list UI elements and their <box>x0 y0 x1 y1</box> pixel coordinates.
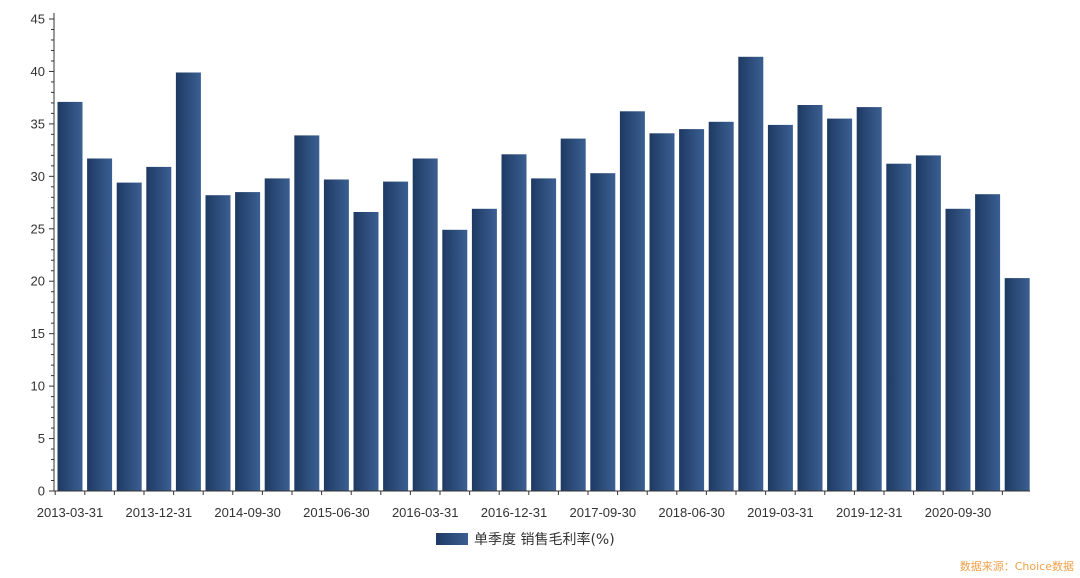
x-tick-label: 2016-03-31 <box>392 505 459 520</box>
bar-2015-06-30 <box>323 179 349 491</box>
x-tick-label: 2019-03-31 <box>747 505 814 520</box>
bar-2018-09-30 <box>708 121 734 492</box>
y-tick-label: 40 <box>31 64 45 79</box>
y-tick-label: 25 <box>31 221 45 236</box>
bar-2018-06-30 <box>679 129 705 491</box>
x-tick-label: 2016-12-31 <box>481 505 548 520</box>
bar-2019-06-30 <box>797 105 823 491</box>
bar-2018-03-31 <box>649 133 675 492</box>
x-tick-label: 2013-12-31 <box>126 505 193 520</box>
source-note: 数据来源：Choice数据 <box>959 560 1074 573</box>
x-tick-label: 2015-06-30 <box>303 505 370 520</box>
bar-2017-09-30 <box>590 173 616 491</box>
legend-label: 单季度 销售毛利率(%) <box>474 532 615 548</box>
y-tick-label: 35 <box>31 116 45 131</box>
bar-2018-12-31 <box>738 56 764 492</box>
y-tick-label: 45 <box>31 12 45 27</box>
bar-2020-09-30 <box>945 208 971 492</box>
y-tick-label: 5 <box>38 431 45 446</box>
bar-2014-09-30 <box>235 192 261 491</box>
bar-2016-12-31 <box>501 154 527 492</box>
bar-2017-06-30 <box>560 138 586 491</box>
y-tick-label: 0 <box>38 484 45 499</box>
bar-2013-03-31 <box>57 101 83 492</box>
y-tick-label: 10 <box>31 379 45 394</box>
bar-2015-12-31 <box>383 181 409 491</box>
bar-2020-06-30 <box>915 155 941 491</box>
bar-2021-03-31 <box>1004 278 1030 491</box>
y-tick-label: 15 <box>31 326 45 341</box>
bar-2013-12-31 <box>146 166 172 491</box>
bar-2019-03-31 <box>767 124 793 492</box>
bar-2014-12-31 <box>264 178 290 491</box>
bar-2014-03-31 <box>175 72 201 491</box>
x-tick-label: 2020-09-30 <box>925 505 992 520</box>
bar-2015-09-30 <box>353 212 379 491</box>
x-tick-label: 2014-09-30 <box>214 505 281 520</box>
x-tick-label: 2018-06-30 <box>658 505 725 520</box>
bar-2016-09-30 <box>471 208 497 492</box>
bar-2013-09-30 <box>116 182 142 491</box>
legend-swatch <box>436 533 468 545</box>
bar-2017-12-31 <box>619 111 645 492</box>
y-tick-label: 30 <box>31 169 45 184</box>
bar-2014-06-30 <box>205 195 231 491</box>
x-tick-label: 2019-12-31 <box>836 505 903 520</box>
y-tick-label: 20 <box>31 274 45 289</box>
bar-2013-06-30 <box>87 158 113 491</box>
x-tick-label: 2013-03-31 <box>37 505 104 520</box>
bar-2015-03-31 <box>294 135 320 491</box>
bar-2016-06-30 <box>442 229 468 492</box>
x-tick-label: 2017-09-30 <box>570 505 637 520</box>
bar-2017-03-31 <box>531 178 557 491</box>
bar-2020-12-31 <box>975 194 1001 491</box>
bar-2019-12-31 <box>856 107 882 491</box>
bar-2019-09-30 <box>827 118 853 491</box>
bar-2020-03-31 <box>886 163 912 491</box>
bar-2016-03-31 <box>412 158 438 491</box>
legend: 单季度 销售毛利率(%) <box>436 528 615 550</box>
